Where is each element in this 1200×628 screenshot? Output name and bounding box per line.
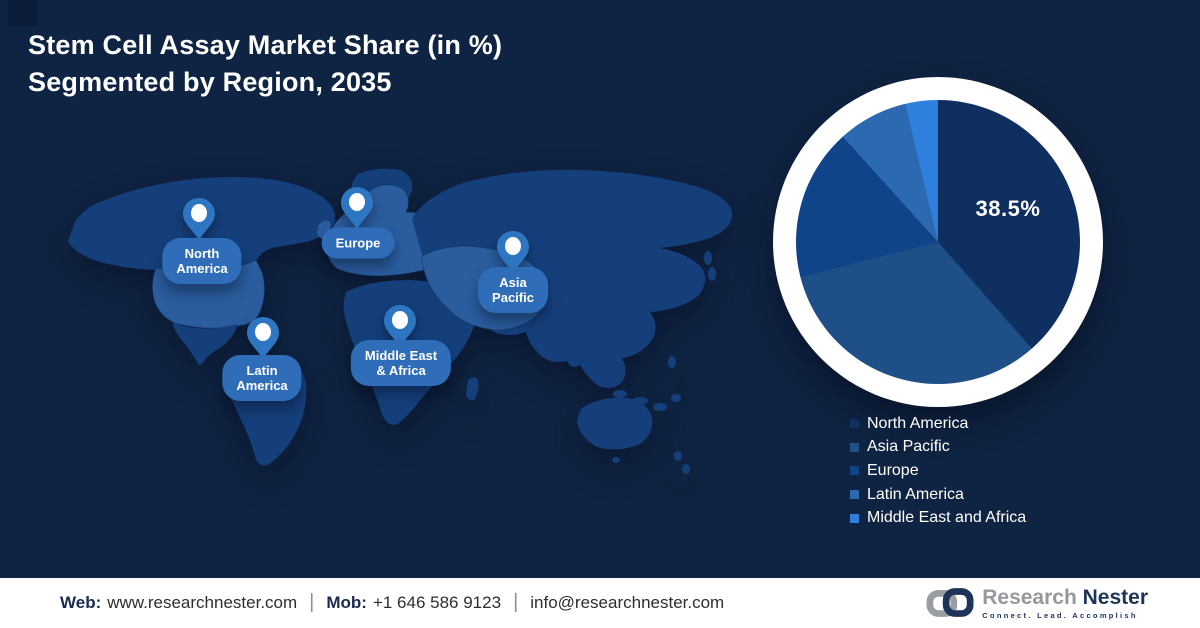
pie-chart: 38.5% xyxy=(773,77,1103,407)
brand-name-nester: Nester xyxy=(1082,585,1148,609)
contact-divider: | xyxy=(513,590,519,613)
mob-label: Mob: xyxy=(326,593,367,612)
region-label-europe: Europe xyxy=(321,227,395,259)
region-new-zealand xyxy=(612,451,690,474)
pin-latin-america xyxy=(246,316,280,360)
web-value: www.researchnester.com xyxy=(107,593,298,612)
region-label-asia-pacific: Asia Pacific xyxy=(478,267,548,313)
region-india xyxy=(553,305,597,367)
footer-bar: Web: www.researchnester.com | Mob: +1 64… xyxy=(0,578,1200,628)
pin-north-america xyxy=(182,197,216,241)
map-pin-icon xyxy=(384,305,416,347)
continent-australia xyxy=(577,397,653,450)
legend-item: Europe xyxy=(850,459,1026,483)
market-share-pie xyxy=(796,100,1080,384)
legend-item: Latin America xyxy=(850,483,1026,507)
web-label: Web: xyxy=(60,593,102,612)
region-label-middle-east-africa: Middle East & Africa xyxy=(350,340,452,386)
continent-asia xyxy=(412,169,733,388)
region-label-line: Latin xyxy=(246,363,278,378)
legend-label: Latin America xyxy=(867,485,964,503)
legend-swatch xyxy=(850,466,859,476)
legend-item: Asia Pacific xyxy=(850,436,1026,460)
mob-value: +1 646 586 9123 xyxy=(372,593,502,612)
page-title: Stem Cell Assay Market Share (in %) Segm… xyxy=(28,27,502,101)
pin-middle-east-africa xyxy=(383,304,417,348)
chart-legend: North America Asia Pacific Europe Latin … xyxy=(850,412,1026,530)
legend-swatch xyxy=(850,419,859,429)
pin-asia-pacific xyxy=(496,230,530,274)
legend-swatch xyxy=(850,490,859,500)
legend-label: North America xyxy=(867,414,969,432)
pin-europe xyxy=(340,186,374,230)
pie-data-label: 38.5% xyxy=(975,196,1041,221)
region-label-line: America xyxy=(236,378,288,393)
region-label-latin-america: Latin America xyxy=(222,355,302,401)
title-line-2: Segmented by Region, 2035 xyxy=(28,67,392,97)
contact-divider: | xyxy=(309,590,315,613)
corner-accent-square xyxy=(8,0,38,26)
region-label-line: Pacific xyxy=(492,290,534,305)
map-pin-icon xyxy=(497,231,529,273)
region-se-asia-islands xyxy=(613,251,716,411)
map-pin-icon xyxy=(247,317,279,359)
map-pin-icon xyxy=(341,187,373,229)
region-label-line: Middle East xyxy=(364,348,438,363)
contact-info: Web: www.researchnester.com | Mob: +1 64… xyxy=(60,590,725,615)
region-label-line: North xyxy=(184,246,220,261)
region-label-line: Asia xyxy=(499,275,527,290)
legend-label: Europe xyxy=(867,461,919,479)
legend-label: Asia Pacific xyxy=(867,438,950,456)
legend-item: Middle East and Africa xyxy=(850,506,1026,530)
brand-name: Research Nester xyxy=(982,585,1148,609)
region-label-north-america: North America xyxy=(162,238,242,284)
region-label-line: America xyxy=(176,261,228,276)
legend-label: Middle East and Africa xyxy=(867,509,1027,527)
region-label-line: Europe xyxy=(335,235,381,251)
logo-text: Research Nester Connect. Lead. Accomplis… xyxy=(982,585,1148,620)
legend-swatch xyxy=(850,442,859,452)
legend-item: North America xyxy=(850,412,1026,436)
legend-swatch xyxy=(850,513,859,523)
title-line-1: Stem Cell Assay Market Share (in %) xyxy=(28,30,503,60)
email-value: info@researchnester.com xyxy=(530,593,725,612)
brand-tagline: Connect. Lead. Accomplish xyxy=(982,610,1138,620)
brand-name-research: Research xyxy=(982,585,1077,609)
region-label-line: & Africa xyxy=(376,363,426,378)
region-madagascar xyxy=(466,377,479,401)
chain-links-icon xyxy=(926,588,974,617)
map-pin-icon xyxy=(183,198,215,240)
brand-logo: Research Nester Connect. Lead. Accomplis… xyxy=(926,585,1148,621)
region-central-america xyxy=(172,322,238,365)
